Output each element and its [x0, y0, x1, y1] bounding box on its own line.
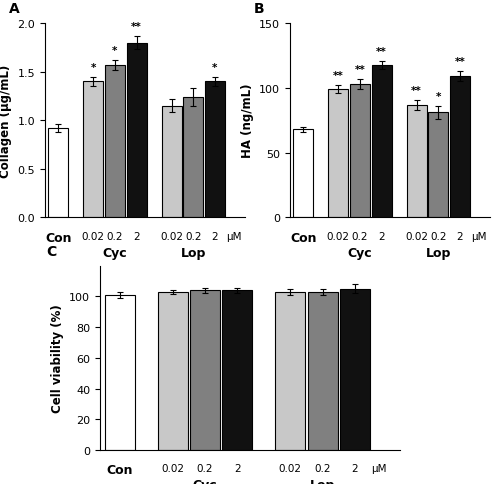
- Text: **: **: [132, 22, 142, 32]
- Text: Lop: Lop: [180, 247, 206, 260]
- Text: Con: Con: [290, 231, 316, 244]
- Bar: [275, 292, 305, 450]
- Bar: [126, 44, 146, 218]
- Bar: [350, 85, 370, 218]
- Bar: [308, 292, 338, 450]
- Bar: [450, 77, 470, 218]
- Text: Cyc: Cyc: [102, 247, 128, 260]
- Text: 2: 2: [378, 231, 385, 242]
- Text: 2: 2: [352, 463, 358, 473]
- Text: **: **: [354, 65, 366, 75]
- Text: 0.02: 0.02: [327, 231, 350, 242]
- Text: 2: 2: [134, 231, 140, 242]
- Text: **: **: [454, 57, 466, 67]
- Text: 0.2: 0.2: [314, 463, 331, 473]
- Text: μM: μM: [471, 231, 486, 242]
- Text: *: *: [90, 62, 96, 73]
- Text: 0.02: 0.02: [405, 231, 428, 242]
- Text: Lop: Lop: [310, 478, 335, 484]
- Bar: [340, 289, 370, 450]
- Y-axis label: Collagen (μg/mL): Collagen (μg/mL): [0, 64, 12, 178]
- Text: 0.2: 0.2: [352, 231, 368, 242]
- Bar: [48, 129, 68, 218]
- Text: Cyc: Cyc: [348, 247, 372, 260]
- Text: Con: Con: [107, 463, 133, 476]
- Bar: [162, 106, 182, 218]
- Bar: [406, 106, 426, 218]
- Bar: [428, 113, 448, 218]
- Text: μM: μM: [372, 463, 387, 473]
- Text: **: **: [333, 71, 344, 81]
- Text: B: B: [254, 2, 264, 16]
- Text: Lop: Lop: [426, 247, 451, 260]
- Bar: [184, 98, 204, 218]
- Text: *: *: [112, 46, 117, 56]
- Bar: [372, 65, 392, 218]
- Text: Cyc: Cyc: [192, 478, 218, 484]
- Bar: [105, 295, 135, 450]
- Bar: [294, 130, 314, 218]
- Bar: [158, 292, 188, 450]
- Bar: [190, 291, 220, 450]
- Text: 0.02: 0.02: [82, 231, 105, 242]
- Text: 2: 2: [234, 463, 241, 473]
- Text: *: *: [212, 62, 218, 73]
- Text: A: A: [9, 2, 20, 16]
- Text: 0.2: 0.2: [185, 231, 202, 242]
- Text: 2: 2: [456, 231, 464, 242]
- Bar: [328, 90, 348, 218]
- Text: 0.2: 0.2: [107, 231, 123, 242]
- Bar: [205, 82, 225, 218]
- Text: 0.02: 0.02: [161, 463, 184, 473]
- Y-axis label: HA (ng/mL): HA (ng/mL): [240, 84, 254, 158]
- Bar: [105, 66, 125, 218]
- Text: **: **: [412, 86, 422, 95]
- Text: μM: μM: [226, 231, 242, 242]
- Text: Con: Con: [45, 231, 72, 244]
- Bar: [84, 82, 103, 218]
- Text: 0.2: 0.2: [197, 463, 213, 473]
- Y-axis label: Cell viability (%): Cell viability (%): [50, 304, 64, 412]
- Text: 0.02: 0.02: [278, 463, 301, 473]
- Text: *: *: [436, 92, 441, 102]
- Text: 2: 2: [212, 231, 218, 242]
- Text: **: **: [376, 47, 387, 57]
- Text: C: C: [46, 245, 56, 259]
- Text: 0.2: 0.2: [430, 231, 446, 242]
- Bar: [222, 291, 252, 450]
- Text: 0.02: 0.02: [160, 231, 183, 242]
